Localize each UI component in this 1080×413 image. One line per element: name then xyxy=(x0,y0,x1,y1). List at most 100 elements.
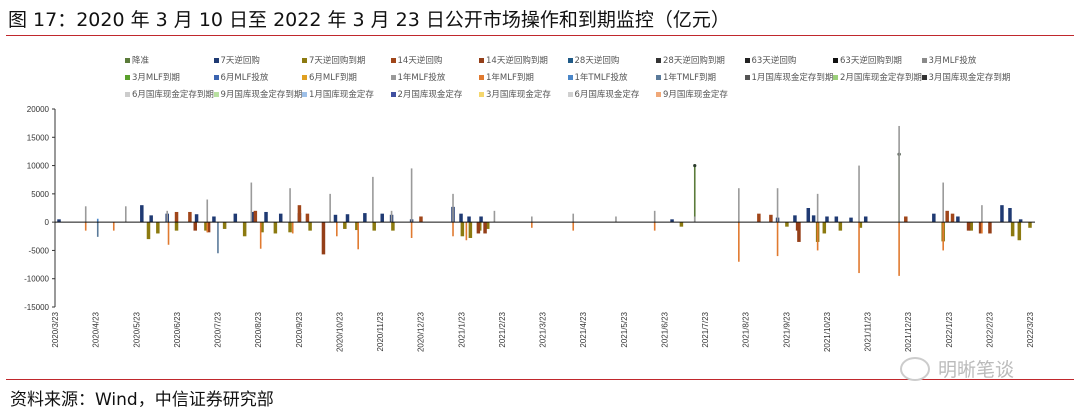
wechat-logo-icon xyxy=(900,356,930,381)
legend-swatch xyxy=(567,74,573,80)
bar xyxy=(288,222,292,233)
bar xyxy=(336,222,338,237)
bar xyxy=(816,222,819,251)
bar xyxy=(1028,222,1032,228)
bar xyxy=(981,222,983,234)
legend-label: 3月MLF投放 xyxy=(928,56,977,66)
bar xyxy=(806,208,811,223)
bar xyxy=(222,222,227,229)
bar xyxy=(380,213,384,223)
legend-item: 降准 xyxy=(125,54,149,66)
bar xyxy=(410,168,413,223)
bar xyxy=(950,213,955,223)
legend-item: 1年TMLF投放 xyxy=(567,71,628,83)
x-tick-label: 2021/6/23 xyxy=(660,311,669,347)
legend-label: 1年MLF投放 xyxy=(397,73,446,83)
bar xyxy=(981,205,983,223)
bar xyxy=(822,222,827,234)
legend-swatch xyxy=(125,74,130,80)
bar xyxy=(329,193,331,223)
bar xyxy=(343,222,347,229)
bar xyxy=(969,222,973,231)
bar xyxy=(233,213,238,223)
bar xyxy=(956,216,960,223)
bar xyxy=(849,217,853,223)
legend-item: 6月MLF到期 xyxy=(302,71,357,83)
legend-item: 28天逆回购 xyxy=(567,54,619,66)
legend-item: 1年MLF到期 xyxy=(479,71,534,83)
bar xyxy=(308,222,312,231)
legend-swatch xyxy=(567,57,573,63)
legend-item: 7天逆回购 xyxy=(213,54,260,66)
legend-swatch xyxy=(390,91,396,97)
legend-swatch xyxy=(302,91,307,97)
legend-label: 7天逆回购到期 xyxy=(309,56,366,66)
bar xyxy=(816,193,819,223)
chart-legend: 降准 7天逆回购 7天逆回购到期 14天逆回购 14天逆回购到期 28天逆回购 28天逆回购… xyxy=(0,0,1080,110)
bar xyxy=(391,222,395,231)
legend-item: 6月国库现金定存 xyxy=(567,88,640,100)
watermark: 明晰笔谈 xyxy=(900,355,1014,382)
legend-item: 6月MLF投放 xyxy=(213,71,268,83)
x-tick-label: 2021/8/23 xyxy=(742,311,751,347)
bar-chart: 20000150001000050000-5000-10000-15000202… xyxy=(24,105,1035,352)
x-tick-label: 2021/12/23 xyxy=(904,311,913,352)
bar xyxy=(479,216,483,223)
y-tick-label: 5000 xyxy=(31,190,49,199)
x-tick-label: 2021/11/23 xyxy=(864,311,873,351)
bar xyxy=(217,222,219,254)
bar xyxy=(572,222,575,231)
bar xyxy=(858,222,860,274)
bar xyxy=(253,210,258,223)
x-tick-label: 2021/7/23 xyxy=(701,311,710,347)
x-tick-label: 2020/9/23 xyxy=(295,311,304,347)
legend-label: 1月国库现金定存 xyxy=(309,90,374,100)
legend-swatch xyxy=(125,57,130,63)
legend-swatch xyxy=(479,57,484,63)
bar xyxy=(96,222,99,237)
bar xyxy=(476,222,481,234)
legend-label: 14天逆回购 xyxy=(397,56,443,66)
bar xyxy=(460,222,465,237)
legend-label: 2月国库现金定存到期 xyxy=(840,73,922,83)
bar xyxy=(84,206,87,223)
bar xyxy=(289,188,291,223)
bar xyxy=(615,216,617,223)
bar xyxy=(468,222,473,238)
legend-label: 1月国库现金定存到期 xyxy=(751,73,834,83)
bar xyxy=(278,213,283,223)
legend-item: 63天逆回购 xyxy=(744,54,796,66)
bar xyxy=(291,222,294,234)
legend-item: 14天逆回购 xyxy=(390,54,443,66)
bar xyxy=(57,219,61,223)
legend-label: 3月国库现金定存到期 xyxy=(928,73,1011,83)
legend-item: 3月国库现金定存 xyxy=(479,88,551,100)
legend-swatch xyxy=(390,57,396,63)
bar xyxy=(785,222,789,227)
bar xyxy=(174,211,179,223)
bar xyxy=(124,206,127,223)
x-tick-label: 2021/5/23 xyxy=(620,311,629,347)
x-tick-label: 2022/2/23 xyxy=(985,311,994,347)
bar xyxy=(738,222,740,262)
bar xyxy=(260,222,264,233)
y-tick-label: -10000 xyxy=(24,275,49,284)
bar xyxy=(679,222,684,227)
bar xyxy=(531,216,533,223)
bar xyxy=(572,213,575,223)
legend-item: 3月国库现金定存到期 xyxy=(921,71,1011,83)
legend-label: 6月国库现金定存 xyxy=(574,90,640,100)
bar xyxy=(834,216,839,223)
legend-item: 3月MLF到期 xyxy=(125,71,180,83)
legend-item: 28天逆回购到期 xyxy=(656,54,725,66)
bar xyxy=(793,215,797,223)
bar xyxy=(531,222,533,228)
legend-item: 1月国库现金定存到期 xyxy=(744,71,834,83)
bar xyxy=(146,222,151,240)
legend-item: 9月国库现金定存到期 xyxy=(213,88,302,100)
bar xyxy=(390,210,393,223)
legend-swatch xyxy=(479,91,484,97)
bar xyxy=(206,199,209,223)
legend-swatch xyxy=(302,57,307,63)
bar xyxy=(942,182,944,223)
